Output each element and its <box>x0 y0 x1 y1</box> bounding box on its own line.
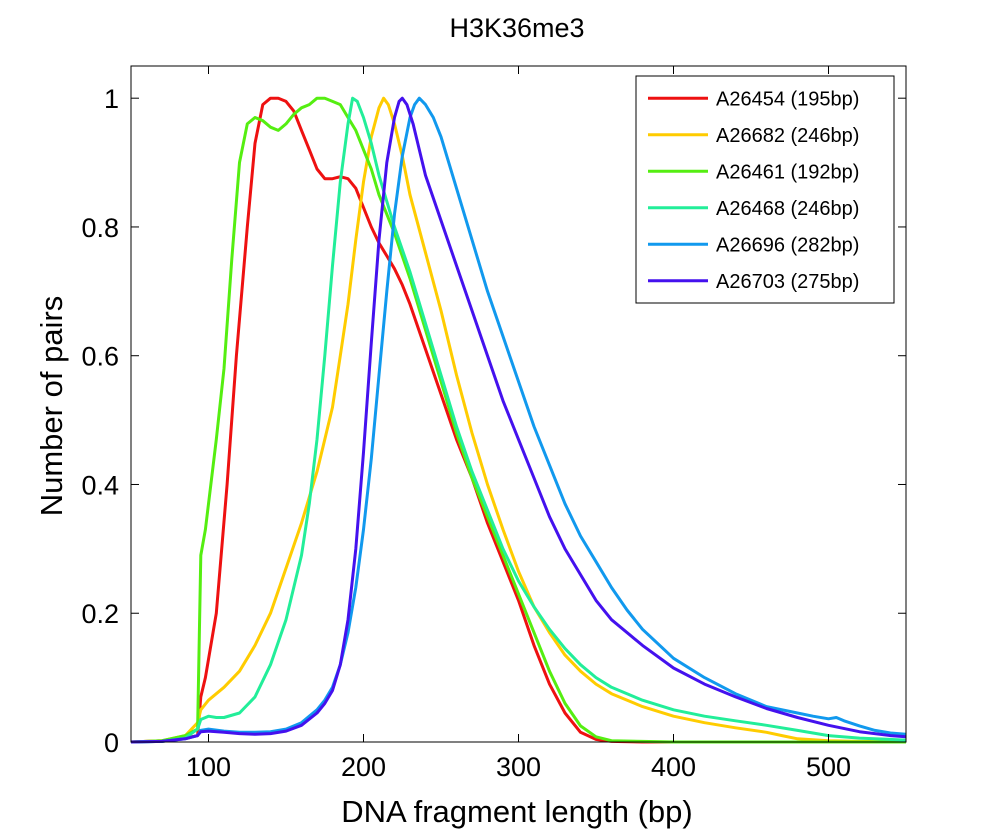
series-line-2 <box>130 96 906 744</box>
legend: A26454 (195bp) A26682 (246bp) A26461 (192b… <box>635 75 895 304</box>
x-tick-label: 100 <box>186 752 231 782</box>
series-line-0 <box>130 96 906 744</box>
series-line-5 <box>130 96 907 744</box>
y-tick-label: 0 <box>104 728 119 758</box>
y-tick-label: 0.4 <box>81 470 119 500</box>
legend-label-4: A26696 (282bp) <box>716 234 859 256</box>
x-tick-label: 300 <box>496 752 541 782</box>
legend-label-5: A26703 (275bp) <box>716 271 859 293</box>
series-line-3 <box>130 96 907 744</box>
legend-box <box>635 75 895 304</box>
y-tick-label: 1 <box>104 84 119 114</box>
y-tick-label: 0.8 <box>81 213 119 243</box>
series-line-4 <box>130 96 907 744</box>
y-tick-label: 0.6 <box>81 342 119 372</box>
y-axis-label: Number of pairs <box>34 296 69 517</box>
x-axis-label: DNA fragment length (bp) <box>341 794 693 829</box>
x-tick-label: 500 <box>806 752 851 782</box>
chart-title: H3K36me3 <box>449 13 584 43</box>
y-tick-label: 0.2 <box>81 599 119 629</box>
legend-label-2: A26461 (192bp) <box>716 161 859 183</box>
x-tick-label: 400 <box>651 752 696 782</box>
x-tick-label: 200 <box>341 752 386 782</box>
legend-label-0: A26454 (195bp) <box>716 88 859 110</box>
legend-label-3: A26468 (246bp) <box>716 198 859 220</box>
legend-label-1: A26682 (246bp) <box>716 125 859 147</box>
